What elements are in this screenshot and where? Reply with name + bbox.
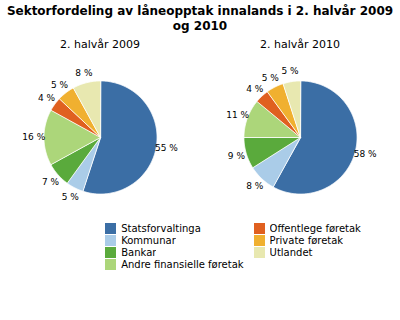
svg-text:16 %: 16 % <box>22 132 45 142</box>
html-text:Offentlege føretak: Offentlege føretak <box>269 223 361 234</box>
svg-text:58 %: 58 % <box>354 149 377 159</box>
html-text:Utlandet: Utlandet <box>269 247 313 258</box>
svg-text:5 %: 5 % <box>281 66 299 76</box>
html-text:Andre finansielle føretak: Andre finansielle føretak <box>121 259 244 270</box>
html-text:2. halvår 2009: 2. halvår 2009 <box>60 38 140 51</box>
svg-text:5 %: 5 % <box>51 80 69 90</box>
svg-text:5 %: 5 % <box>62 192 80 202</box>
svg-text:4 %: 4 % <box>246 84 264 94</box>
svg-text:11 %: 11 % <box>226 110 249 120</box>
html-text:Sektorfordeling av låneopptak: Sektorfordeling av låneopptak innalands … <box>6 4 394 33</box>
html-text:2. halvår 2010: 2. halvår 2010 <box>260 38 340 51</box>
svg-text:5 %: 5 % <box>262 73 280 83</box>
html-text:Bankar: Bankar <box>121 247 157 258</box>
svg-text:8 %: 8 % <box>246 181 264 191</box>
svg-text:9 %: 9 % <box>228 151 246 161</box>
html-text:Statsforvaltinga: Statsforvaltinga <box>121 223 201 234</box>
svg-text:55 %: 55 % <box>155 143 178 153</box>
svg-text:4 %: 4 % <box>38 93 56 103</box>
html-text:Kommunar: Kommunar <box>121 235 176 246</box>
html-text:Private føretak: Private føretak <box>269 235 344 246</box>
svg-text:8 %: 8 % <box>75 68 93 78</box>
svg-text:7 %: 7 % <box>42 177 60 187</box>
